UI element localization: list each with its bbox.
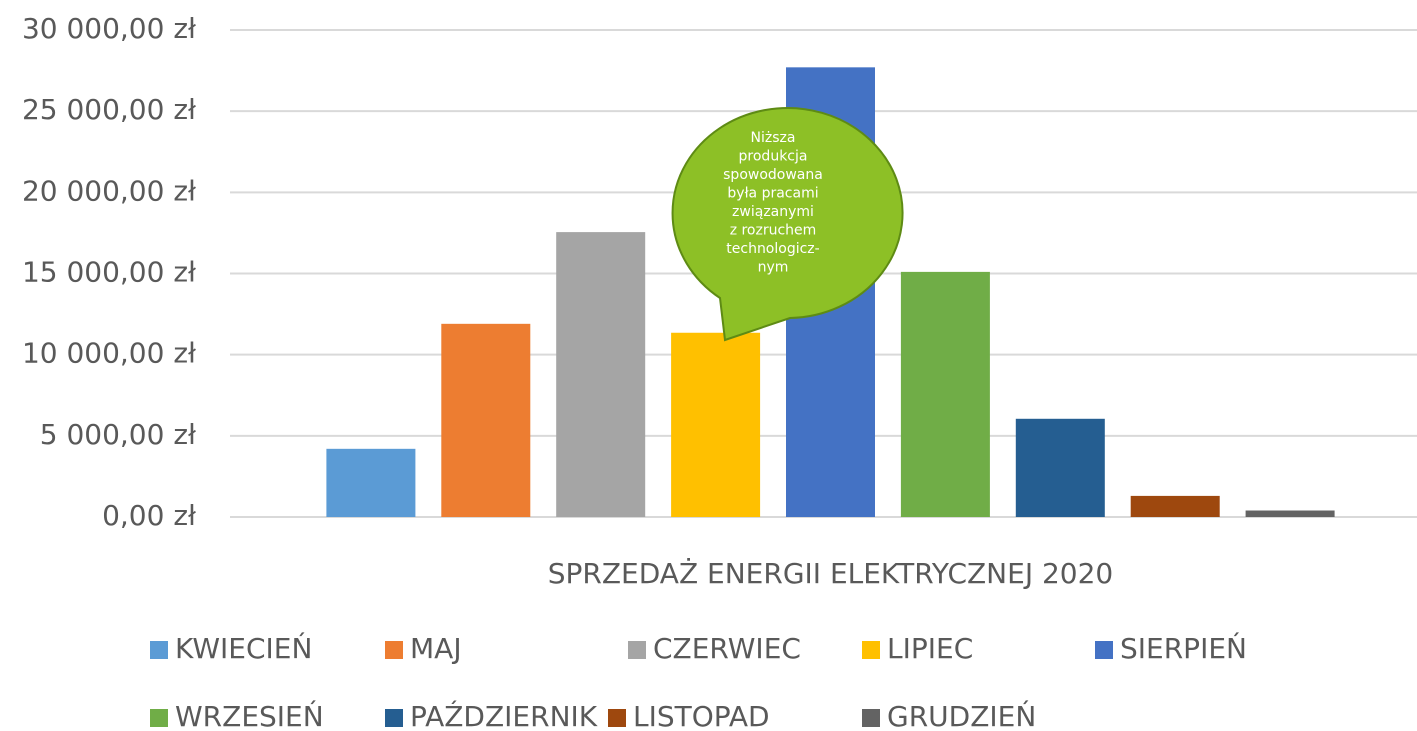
callout [671, 107, 904, 342]
bar [1130, 495, 1220, 517]
annotation: nym [758, 260, 789, 276]
bar [900, 271, 990, 517]
legend-label: GRUDZIEŃ [887, 699, 1036, 731]
y-tick-label: 30 000,00 zł [22, 12, 196, 45]
legend-label: MAJ [410, 632, 462, 665]
legend-label: LIPIEC [887, 632, 973, 665]
annotation: spowodowana [723, 167, 823, 183]
annotation: technologicz- [726, 241, 819, 257]
annotation: z rozruchem [730, 223, 817, 239]
legend-swatch [628, 641, 646, 659]
legend-label: PAŹDZIERNIK [410, 699, 598, 731]
legend-label: CZERWIEC [653, 632, 801, 665]
legend-swatch [150, 709, 168, 727]
bar [1245, 510, 1335, 517]
legend-swatch [608, 709, 626, 727]
annotation: była pracami [727, 186, 818, 202]
bar [326, 448, 416, 517]
y-tick-label: 0,00 zł [102, 499, 196, 532]
legend-swatch [1095, 641, 1113, 659]
y-tick-label: 15 000,00 zł [22, 256, 196, 289]
annotation: związanymi [732, 204, 814, 220]
annotation: produkcja [739, 149, 808, 165]
annotation: Niższa [751, 130, 796, 146]
bar [556, 232, 646, 518]
legend-label: WRZESIEŃ [175, 699, 324, 731]
legend-swatch [385, 641, 403, 659]
y-tick-label: 25 000,00 zł [22, 93, 196, 126]
y-tick-label: 20 000,00 zł [22, 174, 196, 207]
legend-label: SIERPIEŃ [1120, 631, 1247, 665]
bar [1015, 418, 1105, 517]
legend-swatch [862, 709, 880, 727]
legend-label: KWIECIEŃ [175, 631, 312, 665]
legend-swatch [862, 641, 880, 659]
bar [441, 323, 531, 517]
y-tick-label: 10 000,00 zł [22, 337, 196, 370]
legend-swatch [385, 709, 403, 727]
legend-swatch [150, 641, 168, 659]
y-tick-label: 5 000,00 zł [40, 418, 196, 451]
x-tick-label: SPRZEDAŻ ENERGII ELEKTRYCZNEJ 2020 [548, 557, 1113, 590]
bar [671, 332, 761, 517]
legend-label: LISTOPAD [633, 700, 770, 731]
